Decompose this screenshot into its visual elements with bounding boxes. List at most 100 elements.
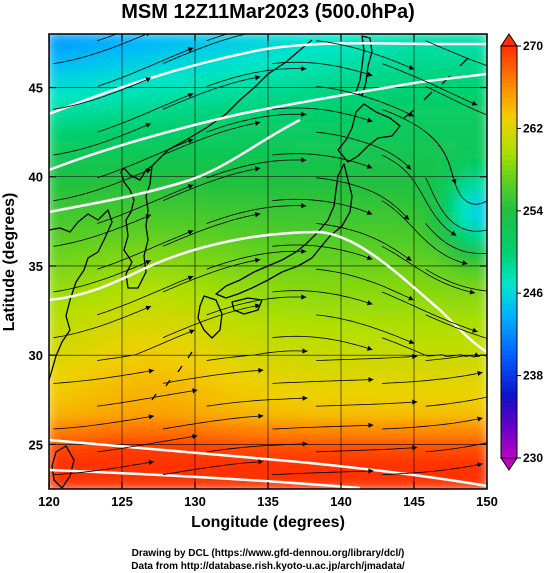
field-cell xyxy=(441,417,460,439)
colorbar-segment xyxy=(501,221,517,227)
field-cell xyxy=(193,154,212,176)
field-cell xyxy=(207,434,227,456)
x-tick-label: 145 xyxy=(403,494,425,509)
field-cell xyxy=(105,224,124,246)
colorbar-segment xyxy=(501,360,517,366)
colorbar-segment xyxy=(501,107,517,114)
field-cell xyxy=(339,224,358,246)
field-cell xyxy=(397,84,416,106)
field-cell xyxy=(76,399,95,421)
y-tick-label: 35 xyxy=(29,259,43,274)
field-cell xyxy=(61,34,81,54)
field-cell xyxy=(49,364,66,386)
field-cell xyxy=(382,224,402,246)
field-cell xyxy=(90,224,110,246)
colorbar-segment xyxy=(501,318,517,325)
field-cell xyxy=(324,137,343,159)
field-cell xyxy=(76,364,95,386)
field-cell xyxy=(280,294,300,316)
field-cell xyxy=(397,137,416,159)
field-cell xyxy=(105,242,124,264)
field-cell xyxy=(470,102,487,124)
field-cell xyxy=(412,312,431,334)
field-cell xyxy=(178,364,197,386)
field-cell xyxy=(251,84,270,106)
streamline xyxy=(97,435,198,453)
streamline xyxy=(381,200,468,265)
field-cell xyxy=(397,189,416,211)
colorbar-segment xyxy=(501,56,517,63)
streamline xyxy=(206,34,229,42)
field-cell xyxy=(441,189,460,211)
field-cell xyxy=(309,102,329,124)
field-cell xyxy=(412,84,431,106)
streamline-arrow xyxy=(412,445,418,451)
streamline-arrow xyxy=(145,214,151,220)
field-cell xyxy=(163,172,183,194)
field-cell xyxy=(382,119,402,141)
field-cell xyxy=(470,67,487,89)
field-cell xyxy=(309,224,329,246)
field-cell xyxy=(120,119,139,141)
colorbar-segment xyxy=(501,380,517,387)
streamline-arrow xyxy=(520,431,526,436)
field-cell xyxy=(236,399,256,421)
colorbar-max-arrow xyxy=(500,33,518,47)
colorbar-segment xyxy=(501,149,517,155)
field-cell xyxy=(193,434,212,456)
field-cell xyxy=(309,312,329,334)
field-cell xyxy=(90,34,110,54)
field-cell xyxy=(61,347,81,369)
colorbar: 230 238 246 254 262 270 xyxy=(500,33,543,471)
streamline xyxy=(53,260,152,293)
streamline xyxy=(97,184,194,224)
field-cell xyxy=(120,34,139,54)
streamline-arrow xyxy=(517,72,523,77)
field-cell xyxy=(222,137,241,159)
field-cell xyxy=(470,417,487,439)
field-cell xyxy=(324,382,343,404)
field-cell xyxy=(455,364,475,386)
x-tick-label: 130 xyxy=(184,494,206,509)
streamline-arrow xyxy=(258,459,264,465)
field-cell xyxy=(178,452,197,474)
field-cell xyxy=(207,137,227,159)
field-cell xyxy=(251,189,270,211)
field-cell xyxy=(368,382,387,404)
field-cell xyxy=(397,382,416,404)
field-cell xyxy=(295,312,314,334)
field-cell xyxy=(368,364,387,386)
field-cell xyxy=(324,67,343,89)
field-cell xyxy=(455,224,475,246)
streamline xyxy=(381,372,483,384)
field-cell xyxy=(339,67,358,89)
field-cell xyxy=(441,207,460,229)
colorbar-segment xyxy=(501,437,517,444)
field-cell xyxy=(178,277,197,299)
streamline-arrow xyxy=(189,329,195,335)
colorbar-segment xyxy=(501,241,517,248)
field-cell xyxy=(193,189,212,211)
field-cell xyxy=(61,399,81,421)
colorbar-segment xyxy=(501,210,517,217)
field-cell xyxy=(105,382,124,404)
field-cell xyxy=(441,154,460,176)
field-cell xyxy=(382,294,402,316)
field-cell xyxy=(222,119,241,141)
field-cell xyxy=(105,102,124,124)
field-cell xyxy=(134,399,154,421)
field-cell xyxy=(251,382,270,404)
field-cell xyxy=(266,294,285,316)
field-cell xyxy=(149,102,168,124)
field-cell xyxy=(49,242,66,264)
streamline-arrow xyxy=(301,66,307,72)
field-cell xyxy=(412,207,431,229)
field-cell xyxy=(295,172,314,194)
streamline-arrow xyxy=(254,257,261,263)
field-cell xyxy=(178,259,197,281)
streamline-arrow xyxy=(301,203,307,209)
field-cell xyxy=(178,399,197,421)
field-cell xyxy=(368,417,387,439)
x-axis-label: Longitude (degrees) xyxy=(191,514,345,531)
